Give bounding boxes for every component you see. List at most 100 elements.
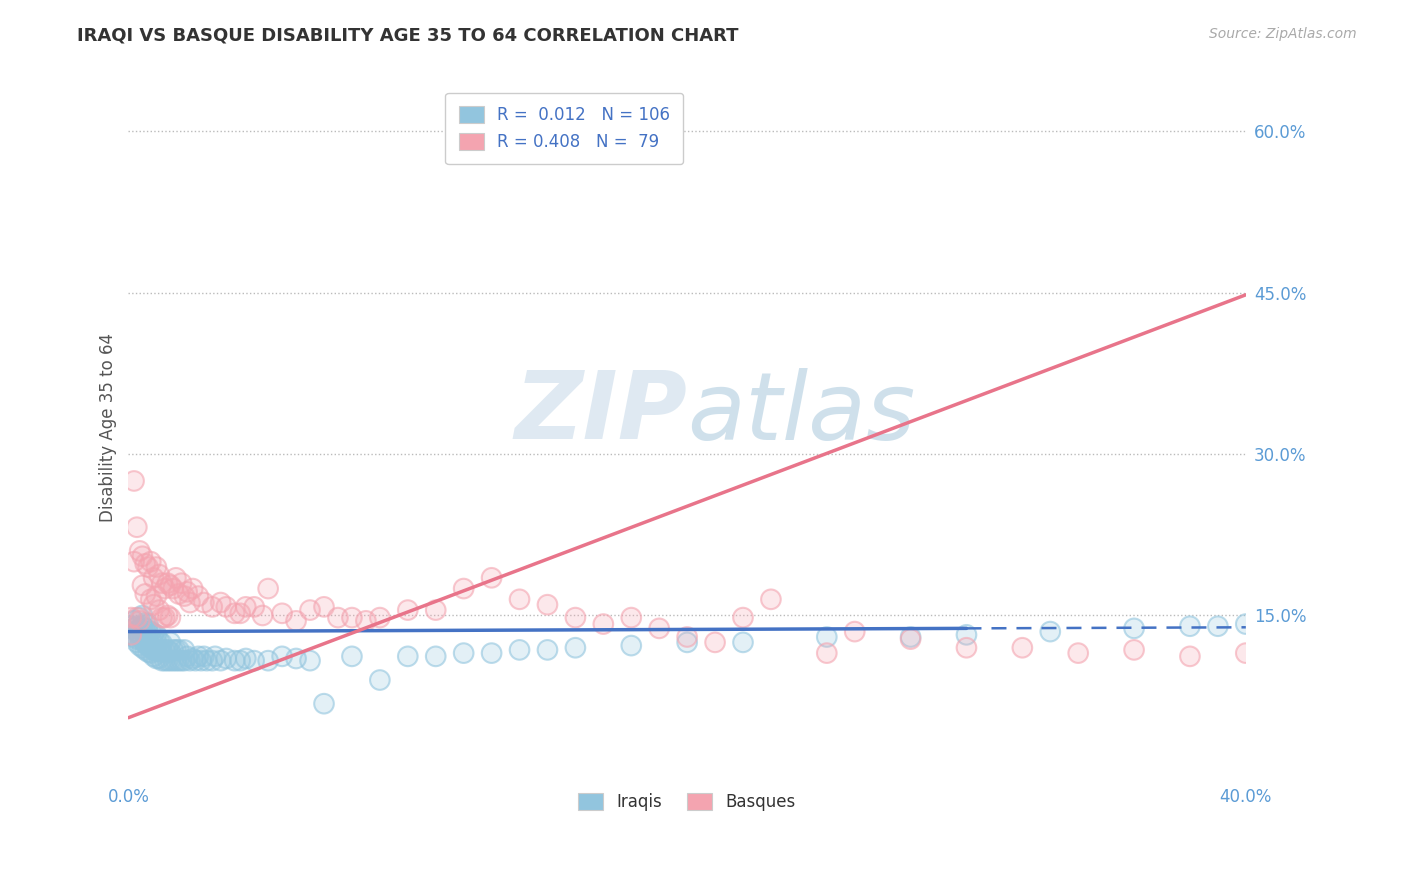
Point: [128, 639, 150, 653]
Point: [815, 646, 838, 660]
Point: [481, 571, 503, 585]
Point: [159, 654, 181, 668]
Point: [142, 649, 165, 664]
Point: [131, 608, 153, 623]
Point: [620, 639, 643, 653]
Point: [122, 555, 145, 569]
Point: [396, 603, 419, 617]
Point: [122, 474, 145, 488]
Point: [125, 610, 148, 624]
Point: [229, 654, 252, 668]
Point: [326, 610, 349, 624]
Point: [368, 610, 391, 624]
Point: [396, 603, 419, 617]
Point: [128, 544, 150, 558]
Point: [136, 617, 159, 632]
Point: [509, 592, 531, 607]
Point: [153, 654, 176, 668]
Point: [170, 654, 193, 668]
Point: [145, 560, 167, 574]
Point: [224, 607, 246, 621]
Point: [900, 632, 922, 647]
Point: [676, 635, 699, 649]
Point: [1123, 643, 1146, 657]
Point: [1263, 615, 1285, 630]
Point: [167, 654, 190, 668]
Point: [271, 607, 294, 621]
Point: [153, 643, 176, 657]
Point: [257, 654, 280, 668]
Point: [235, 651, 257, 665]
Y-axis label: Disability Age 35 to 64: Disability Age 35 to 64: [100, 333, 117, 522]
Point: [150, 645, 173, 659]
Point: [481, 571, 503, 585]
Point: [453, 582, 475, 596]
Point: [153, 582, 176, 596]
Point: [271, 649, 294, 664]
Point: [136, 560, 159, 574]
Point: [536, 598, 558, 612]
Point: [131, 578, 153, 592]
Point: [167, 654, 190, 668]
Point: [153, 643, 176, 657]
Point: [162, 582, 184, 596]
Point: [1234, 646, 1257, 660]
Point: [122, 621, 145, 635]
Point: [1067, 646, 1090, 660]
Point: [145, 651, 167, 665]
Point: [176, 584, 198, 599]
Point: [139, 632, 162, 647]
Point: [1234, 617, 1257, 632]
Point: [299, 603, 322, 617]
Point: [159, 635, 181, 649]
Point: [125, 619, 148, 633]
Point: [1206, 619, 1229, 633]
Point: [509, 643, 531, 657]
Legend: Iraqis, Basques: Iraqis, Basques: [565, 780, 810, 824]
Point: [131, 608, 153, 623]
Point: [128, 610, 150, 624]
Point: [176, 649, 198, 664]
Point: [134, 630, 156, 644]
Point: [243, 599, 266, 614]
Point: [156, 608, 179, 623]
Point: [139, 624, 162, 639]
Point: [676, 630, 699, 644]
Point: [165, 654, 187, 668]
Point: [131, 619, 153, 633]
Point: [145, 635, 167, 649]
Point: [159, 610, 181, 624]
Point: [1011, 640, 1033, 655]
Point: [150, 636, 173, 650]
Point: [139, 640, 162, 655]
Point: [156, 654, 179, 668]
Point: [195, 654, 218, 668]
Point: [139, 555, 162, 569]
Point: [844, 624, 866, 639]
Point: [1263, 615, 1285, 630]
Point: [215, 599, 238, 614]
Point: [312, 599, 335, 614]
Point: [425, 649, 447, 664]
Point: [142, 635, 165, 649]
Point: [396, 649, 419, 664]
Point: [159, 610, 181, 624]
Point: [844, 624, 866, 639]
Point: [125, 619, 148, 633]
Point: [224, 654, 246, 668]
Point: [209, 654, 232, 668]
Point: [648, 621, 671, 635]
Point: [176, 649, 198, 664]
Point: [142, 649, 165, 664]
Point: [156, 643, 179, 657]
Point: [159, 645, 181, 659]
Point: [257, 654, 280, 668]
Point: [340, 649, 363, 664]
Point: [1123, 621, 1146, 635]
Point: [145, 644, 167, 658]
Point: [125, 610, 148, 624]
Point: [299, 603, 322, 617]
Point: [150, 645, 173, 659]
Point: [285, 651, 308, 665]
Point: [142, 626, 165, 640]
